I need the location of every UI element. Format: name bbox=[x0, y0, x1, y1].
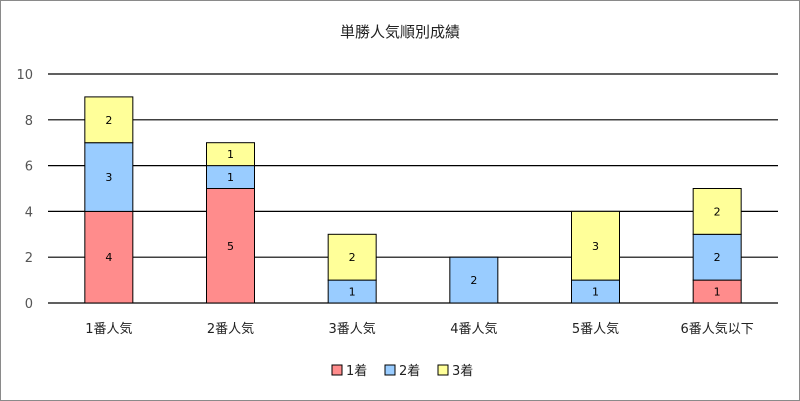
data-label: 2 bbox=[105, 114, 112, 127]
data-label: 5 bbox=[227, 240, 234, 253]
y-axis-ticks: 0 2 4 6 8 10 bbox=[16, 68, 33, 312]
y-tick-label: 4 bbox=[25, 205, 33, 220]
bar-segment bbox=[571, 210, 620, 281]
x-tick-label: 3番人気 bbox=[329, 321, 376, 337]
bar-segment bbox=[84, 96, 134, 144]
data-label: 1 bbox=[227, 148, 234, 161]
bar-segment bbox=[84, 142, 134, 212]
x-tick-label: 6番人気以下 bbox=[681, 321, 754, 337]
data-label: 3 bbox=[105, 171, 112, 184]
data-label: 3 bbox=[592, 240, 599, 253]
legend-label: 3着 bbox=[452, 363, 473, 379]
y-tick-label: 0 bbox=[25, 297, 33, 312]
x-tick-label: 2番人気 bbox=[207, 321, 254, 337]
bar-segment bbox=[206, 142, 255, 167]
data-label: 4 bbox=[105, 251, 112, 264]
bar-segment bbox=[692, 233, 742, 281]
legend-label: 2着 bbox=[399, 363, 420, 379]
bar-segment bbox=[449, 256, 499, 304]
gridlines bbox=[48, 73, 778, 304]
y-tick-label: 10 bbox=[16, 68, 33, 83]
bar-segment bbox=[327, 233, 377, 281]
data-label: 1 bbox=[592, 286, 599, 299]
x-tick-label: 4番人気 bbox=[450, 321, 497, 337]
data-label: 2 bbox=[470, 274, 477, 287]
x-tick-label: 5番人気 bbox=[572, 321, 619, 337]
data-label: 1 bbox=[349, 286, 356, 299]
legend-swatch bbox=[384, 364, 396, 376]
legend: 1着 2着 3着 bbox=[331, 363, 473, 379]
legend-swatch bbox=[437, 364, 449, 376]
legend-swatch bbox=[331, 364, 343, 376]
chart-title: 単勝人気順別成績 bbox=[340, 23, 460, 41]
y-tick-label: 6 bbox=[25, 160, 33, 175]
data-label: 1 bbox=[227, 171, 234, 184]
y-tick-label: 2 bbox=[25, 251, 33, 266]
x-tick-label: 1番人気 bbox=[85, 321, 132, 337]
data-label: 2 bbox=[714, 205, 721, 218]
data-label: 2 bbox=[349, 251, 356, 264]
data-label: 2 bbox=[714, 251, 721, 264]
legend-label: 1着 bbox=[346, 363, 367, 379]
bars: 4 3 2 5 1 1 1 2 2 1 3 1 2 2 bbox=[84, 96, 742, 304]
x-axis-ticks: 1番人気 2番人気 3番人気 4番人気 5番人気 6番人気以下 bbox=[85, 321, 754, 337]
data-label: 1 bbox=[714, 286, 721, 299]
y-tick-label: 8 bbox=[25, 114, 33, 129]
bar-segment bbox=[692, 188, 742, 235]
bar-segment bbox=[84, 210, 134, 304]
